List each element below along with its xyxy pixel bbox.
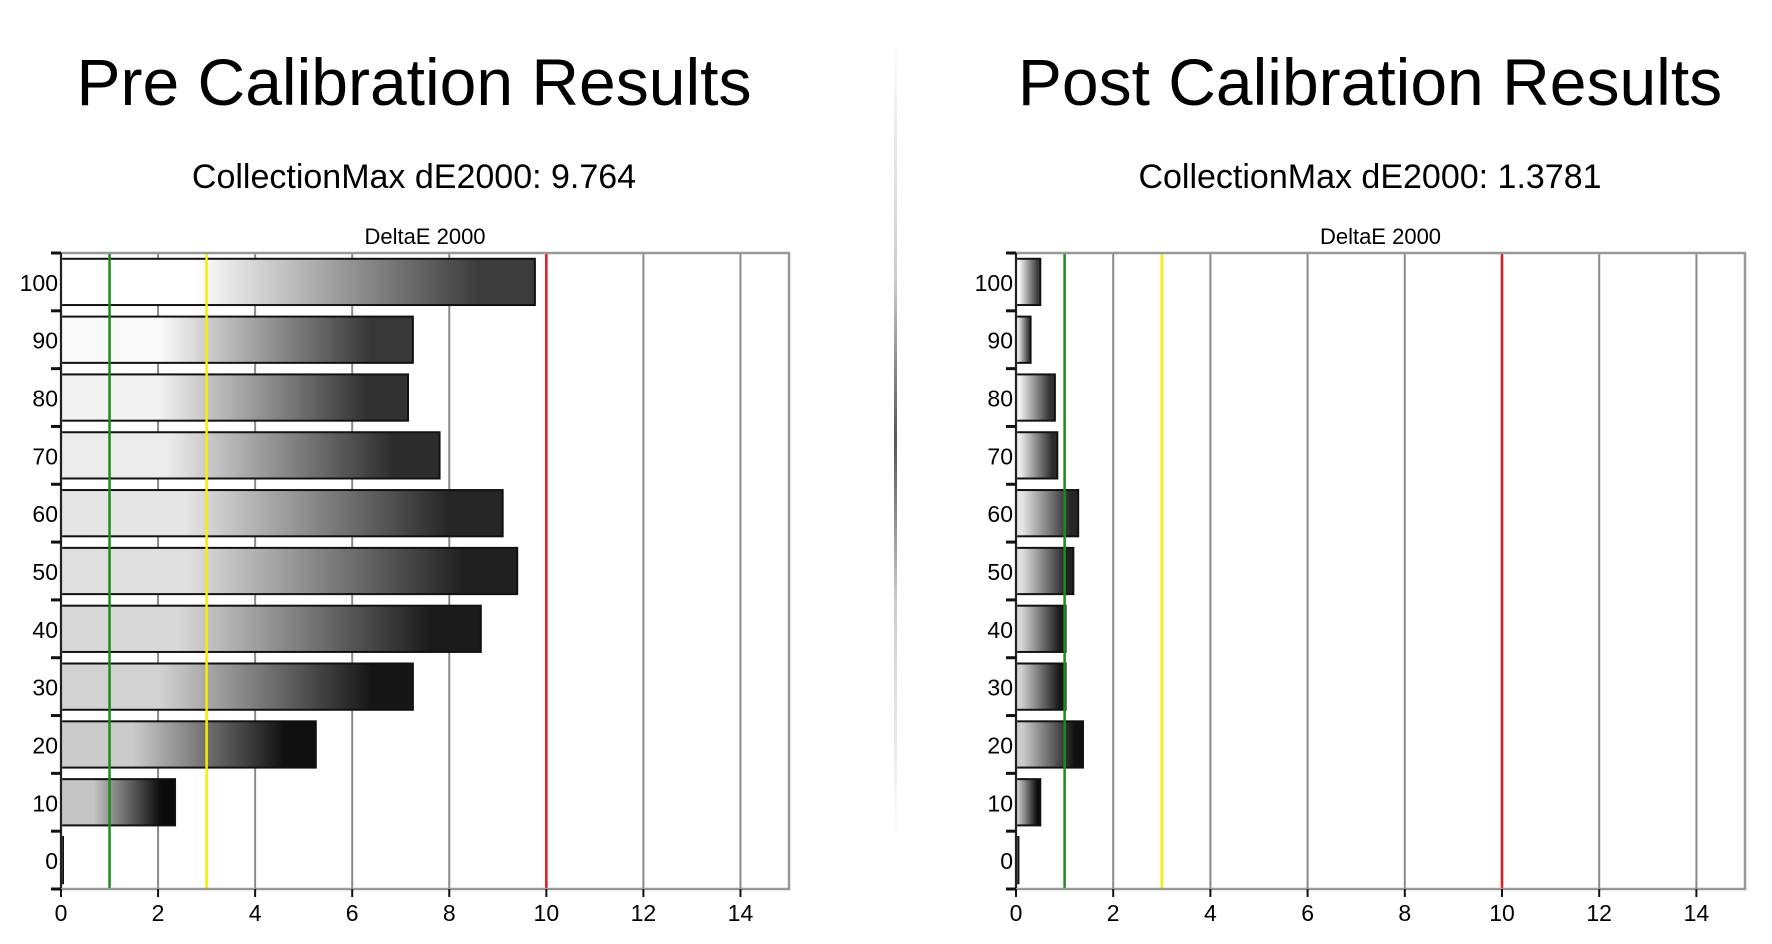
y-tick-label: 30 <box>987 675 1013 701</box>
y-tick-label: 100 <box>975 270 1013 296</box>
y-tick-label: 90 <box>32 328 58 354</box>
pre-calibration-title: Pre Calibration Results <box>76 45 752 119</box>
y-tick-label: 90 <box>987 328 1013 354</box>
x-tick-label: 12 <box>631 900 657 926</box>
chart-1: DeltaE 2000 0 10 20 30 40 50 60 70 80 90 100 0 2 4 6 8 10… <box>975 224 1747 926</box>
x-tick-label: 0 <box>1010 900 1023 926</box>
x-tick-label: 14 <box>1684 900 1710 926</box>
y-tick-label: 0 <box>45 848 58 874</box>
x-tick-label: 10 <box>534 900 560 926</box>
x-tick-label: 6 <box>346 900 359 926</box>
y-tick-label: 60 <box>987 501 1013 527</box>
y-tick-label: 80 <box>987 386 1013 412</box>
bar-70 <box>60 431 441 480</box>
x-tick-label: 6 <box>1301 900 1314 926</box>
x-tick-label: 14 <box>728 900 754 926</box>
bar-90 <box>60 315 414 364</box>
x-tick-label: 8 <box>443 900 456 926</box>
bar-20 <box>1015 720 1084 769</box>
bar-80 <box>1015 373 1056 422</box>
y-tick-label: 70 <box>32 443 58 469</box>
x-tick-label: 0 <box>55 900 68 926</box>
x-tick-label: 4 <box>249 900 262 926</box>
bar-60 <box>60 489 504 538</box>
y-tick-label: 0 <box>1000 848 1013 874</box>
post-calibration-max-de: CollectionMax dE2000: 1.3781 <box>1138 158 1602 196</box>
bar-40 <box>60 604 482 653</box>
bar-100 <box>60 257 536 307</box>
y-tick-label: 100 <box>20 270 58 296</box>
y-tick-label: 20 <box>987 732 1013 758</box>
y-tick-label: 40 <box>32 617 58 643</box>
y-tick-label: 70 <box>987 443 1013 469</box>
x-tick-label: 12 <box>1586 900 1612 926</box>
bar-90 <box>1015 315 1032 364</box>
panel-divider <box>894 40 897 840</box>
bar-20 <box>60 720 317 769</box>
bar-70 <box>1015 431 1059 480</box>
bar-10 <box>60 778 177 827</box>
x-tick-label: 8 <box>1398 900 1411 926</box>
x-tick-label: 2 <box>152 900 165 926</box>
bar-10 <box>1015 778 1042 827</box>
pre-calibration-max-de: CollectionMax dE2000: 9.764 <box>191 158 637 196</box>
y-tick-label: 10 <box>987 790 1013 816</box>
bar-30 <box>1015 662 1067 711</box>
y-tick-label: 60 <box>32 501 58 527</box>
y-tick-label: 40 <box>987 617 1013 643</box>
bar-100 <box>1015 257 1042 307</box>
bar-40 <box>1015 604 1067 653</box>
y-tick-label: 20 <box>32 732 58 758</box>
y-tick-label: 10 <box>32 790 58 816</box>
x-tick-label: 10 <box>1489 900 1515 926</box>
y-tick-label: 50 <box>987 559 1013 585</box>
bar-50 <box>60 546 519 596</box>
x-tick-label: 4 <box>1204 900 1217 926</box>
bar-80 <box>60 373 410 422</box>
bar-30 <box>60 662 414 711</box>
plot-frame <box>1014 251 1747 891</box>
plot-title: DeltaE 2000 <box>1320 224 1441 249</box>
chart-0: DeltaE 2000 0 10 20 30 40 50 60 70 80 90 100 0 2 4 6 8 10… <box>20 224 791 926</box>
x-tick-label: 2 <box>1107 900 1120 926</box>
y-tick-label: 30 <box>32 675 58 701</box>
y-tick-label: 80 <box>32 386 58 412</box>
bar-60 <box>1015 489 1080 538</box>
y-tick-label: 50 <box>32 559 58 585</box>
plot-title: DeltaE 2000 <box>364 224 485 249</box>
post-calibration-title: Post Calibration Results <box>1017 45 1723 119</box>
